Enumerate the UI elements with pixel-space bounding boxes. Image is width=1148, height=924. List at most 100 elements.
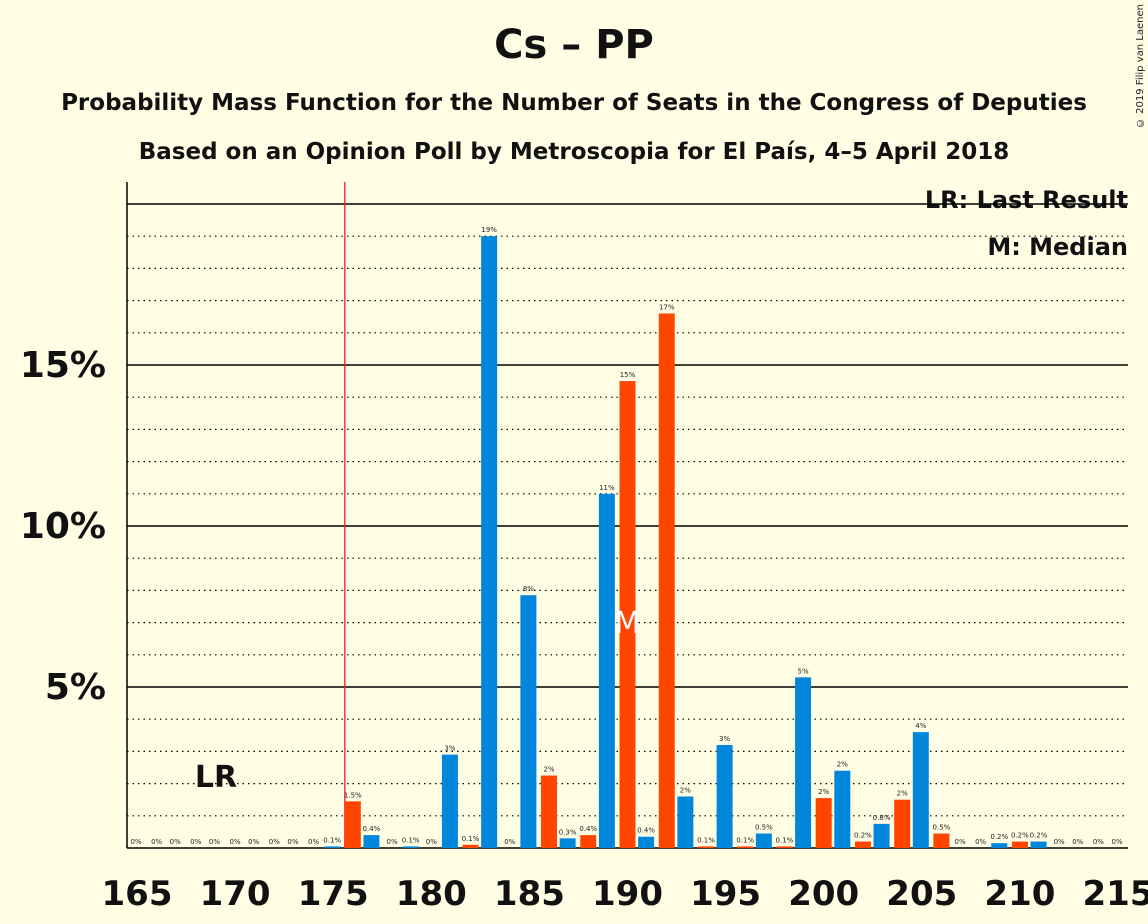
bar-value-label: 0%	[426, 838, 437, 846]
bar-seat-191	[638, 836, 655, 848]
bar-value-label: 8%	[523, 585, 534, 593]
x-tick-label: 190	[592, 874, 663, 914]
bar-seat-199	[795, 677, 812, 848]
bar-value-label: 2%	[680, 786, 691, 794]
bar-seat-211	[1030, 841, 1047, 848]
bar-value-label: 0%	[130, 838, 141, 846]
bar-value-label: 19%	[481, 226, 497, 234]
chart-subtitle-source: Based on an Opinion Poll by Metroscopia …	[138, 139, 1010, 165]
bar-seat-204	[894, 799, 911, 848]
x-tick-label: 165	[102, 874, 173, 914]
bar-seat-200	[815, 798, 832, 848]
legend-last-result: LR: Last Result	[924, 186, 1128, 214]
x-tick-label: 215	[1083, 874, 1148, 914]
bar-seat-205	[912, 732, 929, 848]
bar-value-label: 2%	[818, 788, 829, 796]
bar-seat-189	[598, 493, 615, 848]
bar-value-label: 0.1%	[402, 836, 420, 844]
bar-seat-197	[755, 833, 772, 848]
bar-value-label: 0%	[209, 838, 220, 846]
bar-value-label: 0%	[308, 838, 319, 846]
bar-seat-209	[991, 843, 1008, 848]
bar-value-label: 0.1%	[776, 836, 794, 844]
legend-median: M: Median	[987, 233, 1128, 261]
x-tick-label: 185	[494, 874, 565, 914]
bar-seat-185	[520, 595, 537, 848]
x-tick-label: 205	[886, 874, 957, 914]
bar-value-label: 0%	[1093, 838, 1104, 846]
bar-seat-210	[1011, 841, 1028, 848]
bar-value-label: 3%	[719, 735, 730, 743]
y-tick-label: 15%	[20, 345, 106, 386]
bar-value-label: 3%	[444, 745, 455, 753]
bar-value-label: 0.1%	[323, 836, 341, 844]
bar-value-label: 0%	[387, 838, 398, 846]
bar-value-label: 0%	[287, 838, 298, 846]
bar-value-label: 0.4%	[579, 825, 597, 833]
bar-value-label: 0%	[190, 838, 201, 846]
bar-seat-192	[658, 313, 675, 849]
y-tick-label: 10%	[20, 506, 106, 547]
bar-value-label: 0.8%	[873, 814, 891, 822]
x-tick-label: 195	[690, 874, 761, 914]
bar-seat-194	[697, 846, 714, 848]
bar-seat-201	[834, 770, 851, 848]
bar-seat-179	[402, 846, 419, 848]
bar-seat-188	[580, 835, 597, 848]
bar-value-label: 2%	[897, 790, 908, 798]
bar-value-label: 0%	[1111, 838, 1122, 846]
x-tick-label: 175	[298, 874, 369, 914]
x-tick-label: 170	[200, 874, 271, 914]
y-tick-label: 5%	[45, 667, 106, 708]
bar-value-label: 0.4%	[363, 825, 381, 833]
bar-seat-202	[854, 841, 871, 848]
bar-seat-176	[344, 801, 361, 848]
x-tick-label: 210	[984, 874, 1055, 914]
bar-seat-187	[559, 838, 576, 848]
bar-value-label: 0.3%	[559, 828, 577, 836]
bar-value-label: 0%	[1072, 838, 1083, 846]
bar-value-label: 0.2%	[1030, 832, 1048, 840]
bar-seat-195	[716, 744, 733, 848]
bar-value-label: 4%	[915, 722, 926, 730]
bar-value-label: 0.1%	[462, 835, 480, 843]
bar-value-label: 0.4%	[637, 827, 655, 835]
bar-seat-196	[737, 846, 754, 848]
bar-value-label: 0%	[269, 838, 280, 846]
chart-subtitle: Probability Mass Function for the Number…	[61, 90, 1087, 116]
bar-value-label: 1.5%	[344, 791, 362, 799]
bar-value-label: 0%	[504, 838, 515, 846]
bar-value-label: 0.5%	[933, 824, 951, 832]
bar-value-label: 11%	[599, 484, 615, 492]
bar-value-label: 2%	[837, 761, 848, 769]
bar-value-label: 0.1%	[736, 836, 754, 844]
bar-seat-177	[363, 835, 380, 848]
bar-value-label: 17%	[659, 303, 675, 311]
last-result-label: LR	[195, 760, 237, 795]
bar-seat-175	[324, 846, 341, 848]
bar-seat-203	[873, 823, 890, 848]
bar-value-label: 0%	[170, 838, 181, 846]
bar-seat-181	[441, 754, 458, 848]
bar-value-label: 0%	[954, 838, 965, 846]
bar-seat-206	[933, 833, 950, 848]
x-tick-label: 180	[396, 874, 467, 914]
bar-value-label: 0.2%	[1011, 832, 1029, 840]
bar-value-label: 5%	[798, 667, 809, 675]
x-tick-label: 200	[788, 874, 859, 914]
bar-value-label: 0%	[230, 838, 241, 846]
median-marker: M	[615, 606, 641, 641]
bar-value-label: 0.2%	[990, 833, 1008, 841]
bar-seat-198	[776, 846, 793, 848]
bar-seat-186	[541, 775, 558, 848]
bar-value-label: 0.1%	[697, 836, 715, 844]
bar-value-label: 0%	[1054, 838, 1065, 846]
bar-value-label: 0.2%	[854, 832, 872, 840]
bar-seat-182	[462, 844, 479, 848]
bar-value-label: 0.5%	[755, 824, 773, 832]
bar-value-label: 0%	[248, 838, 259, 846]
bar-value-label: 0%	[975, 838, 986, 846]
bar-seat-190	[619, 381, 636, 848]
bar-value-label: 2%	[543, 766, 554, 774]
